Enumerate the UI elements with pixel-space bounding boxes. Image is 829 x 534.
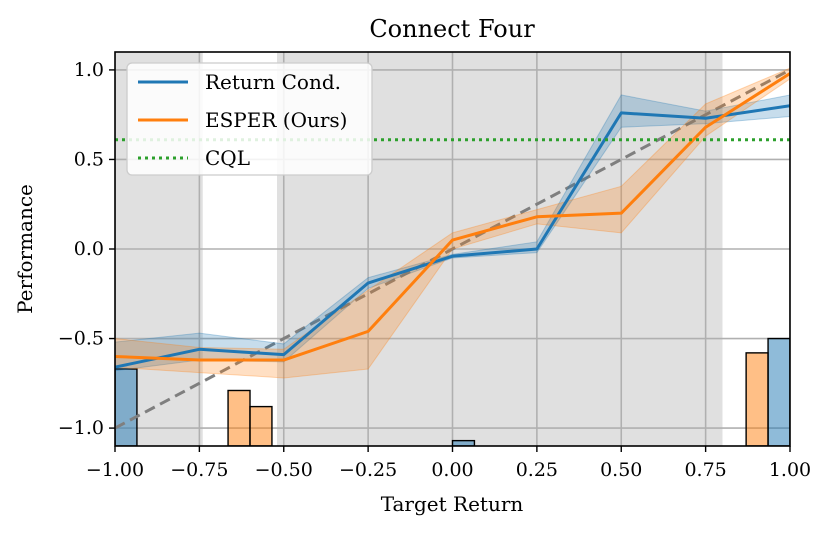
histogram-bar-4 <box>745 352 769 446</box>
x-axis-label: Target Return <box>381 492 524 516</box>
reference-diagonal-line <box>115 68 790 430</box>
x-tick-label-5: 0.25 <box>516 459 558 481</box>
legend-box <box>126 62 373 176</box>
histogram-bar-1 <box>227 389 251 446</box>
x-tick-label-2: −0.50 <box>255 459 313 481</box>
x-tick-label-8: 1.00 <box>769 459 811 481</box>
series-line-0 <box>115 104 790 369</box>
histogram-bar-0 <box>115 368 138 446</box>
y-tick-label-3: 0.5 <box>74 148 104 170</box>
chart-title: Connect Four <box>369 15 535 43</box>
y-tick-label-1: −0.5 <box>58 328 104 350</box>
histogram-bar-2 <box>249 405 273 446</box>
y-tick-label-4: 1.0 <box>74 59 104 81</box>
x-tick-label-0: −1.00 <box>86 459 144 481</box>
confidence-band-1 <box>115 67 790 379</box>
y-tick-label-2: 0.0 <box>74 238 104 260</box>
legend-label-1: ESPER (Ours) <box>205 108 347 132</box>
histogram-bar-3 <box>451 439 476 446</box>
x-tick-label-7: 0.75 <box>684 459 726 481</box>
legend-label-2: CQL <box>205 146 250 170</box>
histogram-bar-5 <box>767 337 790 446</box>
plot-area: −1.00 −0.75 −0.50 −0.25 0.00 0.25 0.50 0.75 1.00… <box>58 51 811 481</box>
legend: Return Cond. ESPER (Ours) CQL <box>126 62 373 176</box>
x-tick-label-1: −0.75 <box>170 459 228 481</box>
series-line-1 <box>115 72 790 362</box>
x-tick-label-4: 0.00 <box>431 459 473 481</box>
x-tick-label-3: −0.25 <box>339 459 397 481</box>
y-axis-label: Performance <box>13 184 37 314</box>
legend-label-0: Return Cond. <box>205 70 341 94</box>
y-tick-label-0: −1.0 <box>58 417 104 439</box>
confidence-band-0 <box>115 94 790 372</box>
x-tick-label-6: 0.50 <box>600 459 642 481</box>
